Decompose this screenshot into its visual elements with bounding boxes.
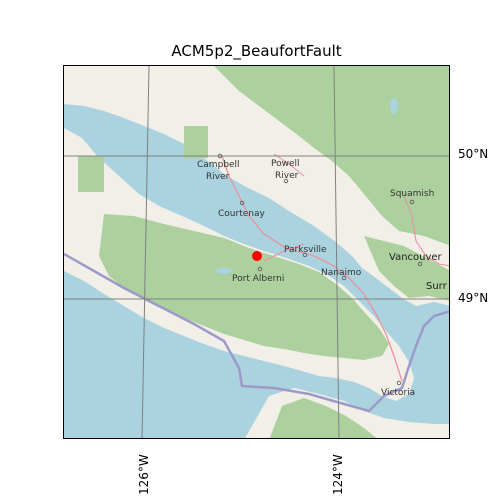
- place-label-vancouver: Vancouver: [389, 252, 443, 263]
- park-area-1: [184, 126, 208, 158]
- road-mainland: [403, 195, 449, 267]
- fault-marker[interactable]: [252, 251, 262, 261]
- road-main: [221, 155, 403, 382]
- place-label-parksville: Parksville: [284, 245, 327, 255]
- map-canvas: Campbell River Powell River Courtenay Park…: [64, 66, 449, 438]
- campbell-river-dot: [217, 153, 223, 159]
- mainland-forest-2: [364, 236, 449, 301]
- place-label-campbell: Campbell River: [197, 160, 240, 182]
- olympic-forest: [269, 398, 377, 438]
- vancouver-dot: [417, 261, 423, 267]
- grid-lon-124: [333, 66, 340, 438]
- lake-3: [390, 98, 398, 114]
- courtenay-dot: [239, 200, 245, 206]
- park-area-2: [78, 156, 104, 192]
- map-panel[interactable]: Campbell River Powell River Courtenay Park…: [63, 65, 450, 439]
- lon-tick-124: 124°W: [331, 454, 345, 495]
- place-label-powell: Powell River: [271, 159, 300, 181]
- lat-tick-49: 49°N: [458, 291, 489, 305]
- northern-island: [64, 66, 199, 110]
- place-label-victoria: Victoria: [381, 388, 415, 398]
- island-forest: [99, 214, 389, 360]
- squamish-dot: [409, 199, 415, 205]
- road-powell: [273, 153, 305, 177]
- road-alberni: [263, 243, 305, 262]
- victoria-dot: [396, 380, 402, 386]
- powell-river-dot: [283, 178, 289, 184]
- place-label-nanaimo: Nanaimo: [321, 268, 362, 278]
- parksville-dot: [302, 252, 308, 258]
- port-alberni-dot: [257, 266, 263, 272]
- grid-lon-126: [141, 66, 150, 438]
- border-line: [64, 252, 449, 413]
- lon-tick-126: 126°W: [137, 454, 151, 495]
- place-label-surrey: Surr: [426, 281, 448, 292]
- nanaimo-dot: [341, 275, 347, 281]
- lat-tick-50: 50°N: [458, 147, 489, 161]
- lake-1: [268, 233, 280, 239]
- place-label-port-alberni: Port Alberni: [232, 274, 284, 284]
- lake-2: [216, 268, 232, 274]
- map-title: ACM5p2_BeaufortFault: [171, 42, 342, 60]
- place-label-courtenay: Courtenay: [218, 209, 265, 219]
- place-label-squamish: Squamish: [390, 189, 434, 199]
